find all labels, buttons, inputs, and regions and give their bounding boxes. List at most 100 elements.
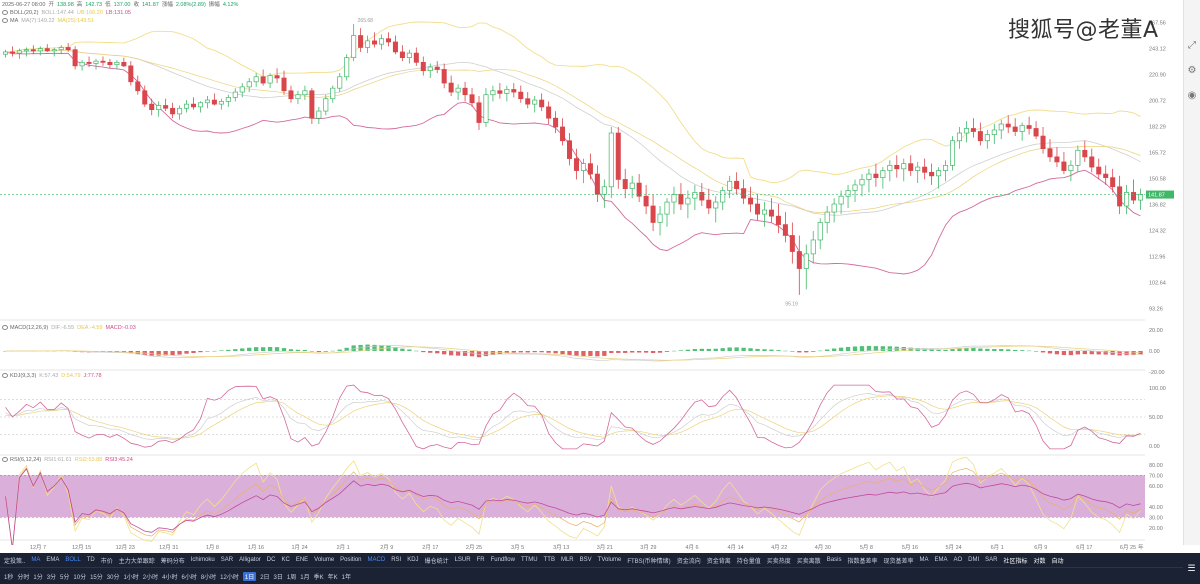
time-tick-label: 4月 6 bbox=[685, 544, 698, 551]
candle-body bbox=[344, 57, 350, 78]
candle-body bbox=[476, 102, 482, 123]
indicator-option[interactable]: RSI bbox=[391, 557, 402, 563]
interval-option[interactable]: 1周 bbox=[286, 574, 297, 581]
settings-icon[interactable]: ⚙ bbox=[1187, 65, 1197, 76]
indicator-option[interactable]: SAR bbox=[220, 557, 234, 563]
macd-histogram-bar bbox=[957, 348, 962, 351]
macd-histogram-bar bbox=[581, 351, 586, 356]
eye-icon[interactable] bbox=[2, 10, 8, 15]
interval-option[interactable]: 1秒 bbox=[4, 574, 14, 581]
interval-option[interactable]: 8小时 bbox=[200, 574, 217, 581]
candle bbox=[664, 198, 670, 227]
interval-option[interactable]: 10分 bbox=[73, 574, 87, 581]
indicator-option[interactable]: Volume bbox=[314, 557, 335, 563]
time-axis[interactable]: 12月 7 12月 15 12月 23 12月 31 1月 8 1月 16 1月 24 2月 … bbox=[0, 540, 1145, 552]
interval-option[interactable]: 1小时 bbox=[123, 574, 139, 581]
camera-icon[interactable]: ◉ bbox=[1187, 90, 1197, 101]
ma-legend[interactable]: MA MA(7):149.22 MA(25):149.51 bbox=[2, 17, 97, 25]
indicator-option[interactable]: Fundflow bbox=[490, 557, 515, 563]
candle bbox=[337, 73, 343, 93]
indicator-option[interactable]: 资金流向 bbox=[676, 558, 701, 565]
indicator-option[interactable]: Ichimoku bbox=[190, 557, 215, 563]
macd-histogram-bar bbox=[1013, 349, 1018, 351]
indicator-option[interactable]: 现货基差率 bbox=[883, 558, 914, 565]
indicator-option[interactable]: TVolume bbox=[597, 557, 622, 563]
interval-option[interactable]: 5分 bbox=[60, 574, 70, 581]
indicator-option[interactable]: MA bbox=[31, 557, 41, 563]
interval-option[interactable]: 1分 bbox=[33, 574, 43, 581]
candle-body bbox=[622, 179, 628, 189]
indicator-option[interactable]: ENE bbox=[295, 557, 309, 563]
indicator-option[interactable]: Basis bbox=[826, 557, 842, 563]
interval-option[interactable]: 2日 bbox=[260, 574, 270, 581]
indicator-option[interactable]: MACD bbox=[367, 557, 386, 563]
indicator-option[interactable]: 买卖离散 bbox=[796, 558, 821, 565]
eye-icon[interactable] bbox=[2, 18, 8, 23]
interval-option[interactable]: 年K bbox=[327, 574, 338, 581]
time-tick-label: 2月 9 bbox=[380, 544, 393, 551]
interval-option[interactable]: 1年 bbox=[341, 574, 351, 581]
interval-option[interactable]: 3分 bbox=[46, 574, 57, 581]
expand-icon[interactable]: ⤢ bbox=[1188, 40, 1196, 51]
interval-option[interactable]: 15分 bbox=[90, 574, 103, 581]
eye-icon[interactable] bbox=[2, 373, 8, 378]
indicator-option[interactable]: 爆仓统计 bbox=[424, 558, 449, 565]
indicator-option[interactable]: MLR bbox=[560, 557, 574, 563]
interval-option[interactable]: 1日 bbox=[242, 571, 257, 581]
indicator-option[interactable]: EMA bbox=[46, 557, 60, 563]
indicator-option[interactable]: KC bbox=[281, 557, 290, 563]
indicator-option[interactable]: 社区指标 bbox=[1003, 558, 1028, 565]
indicator-option[interactable]: TTMU bbox=[520, 557, 538, 563]
rsi-legend[interactable]: RSI(6,12,24) RSI1:61.61 RSI2:53.88 RSI3:45.… bbox=[2, 456, 136, 464]
indicator-option[interactable]: SAR bbox=[985, 557, 998, 563]
indicator-option[interactable]: BOLL bbox=[65, 557, 81, 563]
indicator-option[interactable]: 自动 bbox=[1051, 558, 1064, 565]
interval-option[interactable]: 6小时 bbox=[181, 574, 197, 581]
kdj-legend[interactable]: KDJ(9,3,3) K:57.43 D:54.79 J:77.78 bbox=[2, 372, 105, 380]
indicator-option[interactable]: KDJ bbox=[407, 557, 419, 563]
indicator-option[interactable]: EMA bbox=[934, 557, 948, 563]
interval-option[interactable]: 分时 bbox=[17, 574, 30, 581]
indicator-option[interactable]: 筹码分布 bbox=[160, 558, 185, 565]
price-tick-label: 220.90 bbox=[1149, 72, 1166, 78]
indicator-option[interactable]: 主力大单跟踪 bbox=[118, 558, 155, 565]
macd-legend[interactable]: MACD(12,26,9) DIF:-6.55 DEA:-4.59 MACD:-0.0… bbox=[2, 324, 139, 332]
interval-option[interactable]: 4小时 bbox=[162, 574, 178, 581]
interval-option[interactable]: 30分 bbox=[106, 574, 120, 581]
indicator-option[interactable]: 定投策.. bbox=[4, 558, 26, 565]
indicator-option[interactable]: LSUR bbox=[454, 557, 471, 563]
indicator-option[interactable]: DMI bbox=[968, 557, 980, 563]
indicator-option[interactable]: 市价 bbox=[100, 558, 113, 565]
indicator-option[interactable]: 持仓量值 bbox=[736, 558, 761, 565]
indicator-option[interactable]: TD bbox=[86, 557, 95, 563]
menu-icon[interactable]: ☰ bbox=[1183, 553, 1200, 584]
indicator-option[interactable]: FR bbox=[476, 557, 485, 563]
indicator-option[interactable]: 对数 bbox=[1033, 558, 1046, 565]
interval-option[interactable]: 12小时 bbox=[220, 574, 239, 581]
indicator-option[interactable]: 资金背离 bbox=[706, 558, 731, 565]
boll-legend[interactable]: BOLL(20,2) BOLL:147.44 UB:166.20 LB:131.05 bbox=[2, 9, 134, 17]
candle-body bbox=[539, 99, 545, 108]
indicator-option[interactable]: BSV bbox=[579, 557, 592, 563]
price-axis[interactable]: 267.56 243.12 220.90 200.72 182.29 165.72 150.… bbox=[1145, 0, 1183, 545]
indicator-option[interactable]: TTB bbox=[543, 557, 555, 563]
interval-option[interactable]: 3日 bbox=[273, 574, 283, 581]
indicator-option[interactable]: MA bbox=[919, 557, 929, 563]
indicator-option[interactable]: Alligator bbox=[239, 557, 261, 563]
indicator-option[interactable]: 指数基差率 bbox=[847, 558, 878, 565]
indicator-option[interactable]: DC bbox=[266, 557, 276, 563]
eye-icon[interactable] bbox=[2, 325, 8, 330]
indicator-option[interactable]: Position bbox=[340, 557, 362, 563]
indicator-option[interactable]: FTBS(币种情绪) bbox=[627, 558, 671, 565]
interval-option[interactable]: 1月 bbox=[300, 574, 310, 581]
macd-histogram-bar bbox=[804, 351, 809, 353]
candle bbox=[880, 167, 886, 189]
eye-icon[interactable] bbox=[2, 457, 8, 462]
chart-area[interactable]: 265.68 95.19 bbox=[0, 0, 1145, 545]
candle-body bbox=[824, 211, 830, 223]
interval-option[interactable]: 2小时 bbox=[142, 574, 159, 581]
kdj-axis-label: 100.00 bbox=[1149, 386, 1166, 392]
interval-option[interactable]: 季K bbox=[313, 574, 324, 581]
indicator-option[interactable]: AO bbox=[953, 557, 963, 563]
indicator-option[interactable]: 买卖热度 bbox=[766, 558, 791, 565]
